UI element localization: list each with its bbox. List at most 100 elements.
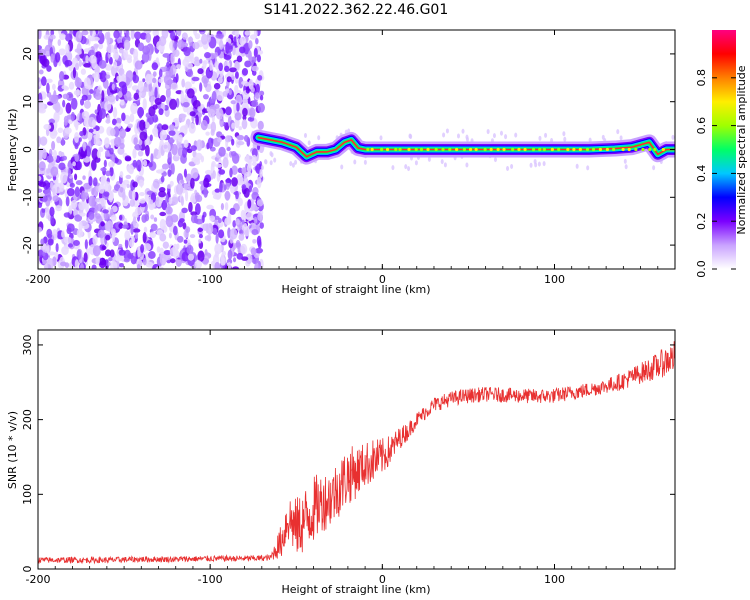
- faint-blob: [317, 135, 321, 141]
- noise-blob: [38, 136, 41, 148]
- noise-blob: [170, 53, 175, 65]
- noise-blob: [85, 55, 89, 64]
- noise-blob: [111, 83, 115, 91]
- noise-blob: [125, 30, 130, 38]
- noise-blob: [46, 258, 54, 269]
- noise-blob: [64, 127, 72, 135]
- noise-blob: [130, 223, 134, 235]
- noise-blob: [168, 232, 172, 239]
- noise-blob: [58, 150, 63, 157]
- noise-blob: [232, 45, 236, 56]
- noise-blob: [139, 119, 146, 131]
- noise-blob: [50, 30, 55, 36]
- noise-blob: [241, 98, 249, 104]
- noise-blob: [66, 91, 74, 101]
- noise-blob: [104, 64, 113, 71]
- snr-xtick-label: -100: [198, 573, 223, 586]
- noise-blob: [163, 74, 172, 85]
- noise-blob: [172, 49, 180, 58]
- noise-blob: [110, 260, 118, 269]
- noise-blob: [105, 74, 111, 79]
- noise-blob: [52, 195, 59, 202]
- noise-blob: [108, 56, 113, 65]
- spectrogram-xtick-label: -200: [26, 273, 51, 286]
- noise-blob: [227, 249, 233, 260]
- noise-blob: [196, 139, 203, 151]
- noise-blob: [166, 55, 170, 63]
- noise-blob: [141, 52, 150, 63]
- noise-blob: [231, 152, 240, 164]
- noise-blob: [170, 163, 175, 175]
- faint-blob: [544, 132, 548, 138]
- colorbar-tick-label: 0.6: [695, 117, 708, 135]
- signal-dot: [538, 147, 542, 152]
- noise-blob: [248, 79, 254, 90]
- noise-blob: [60, 171, 68, 184]
- noise-blob: [79, 112, 83, 125]
- noise-blob: [246, 164, 252, 173]
- noise-blob: [198, 234, 203, 239]
- faint-blob: [443, 162, 447, 168]
- noise-blob: [62, 155, 67, 161]
- noise-blob: [153, 217, 158, 222]
- colorbar-tick-label: 0.8: [695, 69, 708, 87]
- noise-blob: [132, 159, 138, 168]
- noise-blob: [69, 182, 75, 188]
- noise-blob: [224, 202, 229, 211]
- noise-blob: [202, 60, 207, 69]
- noise-blob: [40, 238, 45, 246]
- noise-blob: [38, 69, 44, 75]
- faint-blob: [538, 135, 542, 141]
- noise-blob: [145, 73, 152, 85]
- noise-blob: [116, 117, 122, 125]
- noise-blob: [152, 127, 159, 135]
- noise-blob: [134, 60, 143, 70]
- noise-blob: [113, 52, 120, 60]
- noise-blob: [74, 214, 83, 222]
- noise-blob: [158, 68, 163, 78]
- noise-blob: [47, 233, 53, 239]
- noise-blob: [82, 141, 86, 152]
- noise-blob: [152, 114, 159, 123]
- snr-xtick-label: -200: [26, 573, 51, 586]
- noise-blob: [107, 207, 111, 215]
- signal-dot: [426, 147, 430, 152]
- noise-blob: [224, 190, 231, 201]
- noise-blob: [46, 82, 50, 94]
- noise-blob: [195, 218, 203, 225]
- noise-blob: [134, 144, 143, 151]
- noise-blob: [74, 153, 80, 162]
- faint-blob: [537, 161, 541, 167]
- snr-axes: -200 -100 0 100 0 100 200 300: [21, 330, 676, 586]
- noise-blob: [259, 90, 265, 96]
- snr-xlabel: Height of straight line (km): [281, 583, 430, 596]
- noise-blob: [248, 40, 253, 49]
- noise-blob: [59, 181, 65, 193]
- noise-blob: [61, 85, 68, 90]
- noise-blob: [202, 93, 209, 100]
- noise-blob: [152, 30, 158, 37]
- noise-blob: [204, 248, 208, 257]
- noise-blob: [243, 172, 248, 184]
- signal-dot: [605, 147, 610, 152]
- faint-blob: [534, 162, 538, 168]
- noise-blob: [61, 246, 69, 256]
- noise-blob: [205, 131, 210, 136]
- noise-blob: [259, 94, 264, 101]
- noise-blob: [197, 250, 205, 262]
- signal-dot: [366, 147, 370, 152]
- noise-blob: [126, 164, 134, 174]
- noise-blob: [124, 238, 129, 249]
- noise-blob: [57, 127, 64, 134]
- noise-blob: [119, 99, 125, 106]
- noise-blob: [145, 144, 150, 157]
- noise-blob: [250, 87, 255, 93]
- noise-blob: [208, 108, 216, 118]
- noise-blob: [83, 77, 91, 89]
- noise-blob: [100, 175, 107, 184]
- noise-blob: [232, 257, 237, 263]
- noise-blob: [189, 111, 196, 117]
- noise-blob: [47, 238, 54, 246]
- noise-blob: [173, 41, 178, 50]
- noise-blob: [91, 36, 100, 42]
